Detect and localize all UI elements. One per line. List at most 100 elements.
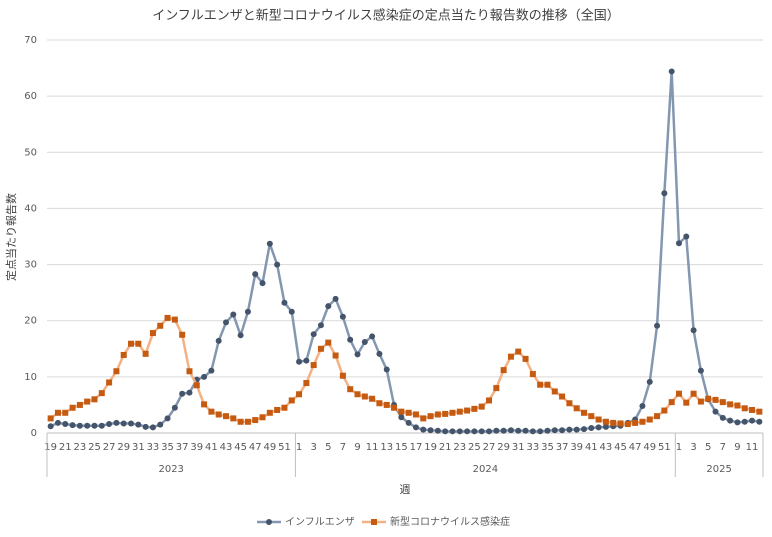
y-tick-label: 30	[24, 260, 37, 271]
data-point	[281, 404, 288, 411]
data-point	[69, 422, 76, 429]
data-point	[464, 428, 471, 435]
data-point	[412, 424, 419, 431]
data-point	[486, 428, 493, 435]
year-label: 2025	[706, 464, 731, 475]
data-point	[62, 421, 69, 428]
data-point	[500, 427, 507, 434]
data-point	[559, 393, 566, 400]
legend-marker	[266, 519, 272, 525]
data-point	[442, 428, 449, 435]
data-point	[84, 398, 91, 405]
x-tick-label: 41	[585, 442, 598, 453]
x-tick-label: 49	[643, 442, 656, 453]
data-point	[149, 330, 156, 337]
data-point	[668, 68, 675, 75]
data-point	[675, 240, 682, 247]
data-point	[128, 340, 135, 347]
data-point	[398, 408, 405, 415]
data-point	[164, 314, 171, 321]
data-point	[588, 413, 595, 420]
data-point	[215, 411, 222, 418]
data-point	[84, 422, 91, 429]
data-point	[91, 422, 98, 429]
x-tick-label: 33	[147, 442, 160, 453]
data-point	[274, 406, 281, 413]
x-tick-label: 7	[720, 442, 726, 453]
data-point	[595, 416, 602, 423]
data-point	[749, 406, 756, 413]
series-line	[49, 316, 760, 426]
data-point	[120, 351, 127, 358]
data-point	[478, 428, 485, 435]
x-tick-label: 27	[103, 442, 116, 453]
x-tick-label: 29	[497, 442, 510, 453]
data-point	[478, 403, 485, 410]
data-point	[208, 367, 215, 374]
x-tick-label: 43	[220, 442, 233, 453]
data-point	[610, 419, 617, 426]
data-point	[347, 336, 354, 343]
data-point	[719, 399, 726, 406]
data-point	[632, 419, 639, 426]
data-point	[91, 396, 98, 403]
x-tick-label: 31	[132, 442, 145, 453]
data-point	[507, 353, 514, 360]
data-point	[369, 395, 376, 402]
data-point	[646, 378, 653, 385]
data-point	[500, 367, 507, 374]
data-point	[361, 393, 368, 400]
data-point	[310, 331, 317, 338]
x-tick-label: 19	[44, 442, 57, 453]
data-point	[515, 348, 522, 355]
data-point	[639, 418, 646, 425]
x-tick-label: 47	[629, 442, 642, 453]
data-point	[237, 418, 244, 425]
data-point	[581, 426, 587, 433]
data-point	[727, 401, 734, 408]
data-point	[493, 385, 500, 392]
x-tick-label: 25	[468, 442, 481, 453]
data-point	[412, 411, 419, 418]
data-point	[456, 408, 463, 415]
y-tick-label: 0	[31, 428, 37, 439]
data-point	[76, 401, 83, 408]
data-point	[581, 409, 587, 416]
x-tick-label: 13	[380, 442, 393, 453]
x-tick-label: 3	[310, 442, 316, 453]
x-tick-label: 11	[366, 442, 379, 453]
data-point	[449, 428, 456, 435]
y-tick-label: 20	[24, 316, 37, 327]
x-tick-label: 35	[541, 442, 554, 453]
legend-marker	[371, 519, 377, 525]
data-point	[690, 390, 697, 397]
data-point	[354, 391, 361, 398]
data-point	[398, 414, 405, 421]
chart-title: インフルエンザと新型コロナウイルス感染症の定点当たり報告数の推移（全国）	[152, 8, 620, 24]
data-point	[171, 316, 178, 323]
data-point	[712, 396, 719, 403]
y-axis-title: 定点当たり報告数	[4, 193, 18, 281]
data-point	[179, 331, 186, 338]
legend-label: インフルエンザ	[285, 516, 355, 528]
data-point	[325, 339, 332, 346]
data-point	[646, 416, 653, 423]
y-tick-label: 70	[24, 35, 37, 46]
data-point	[69, 404, 76, 411]
x-tick-label: 37	[556, 442, 569, 453]
data-point	[76, 422, 83, 429]
data-point	[149, 424, 156, 431]
data-point	[471, 405, 478, 412]
data-point	[106, 421, 113, 428]
data-point	[120, 420, 127, 427]
data-point	[544, 381, 551, 388]
data-point	[339, 313, 346, 320]
data-point	[427, 427, 434, 434]
data-point	[675, 390, 682, 397]
data-point	[507, 427, 514, 434]
data-point	[303, 357, 310, 364]
data-point	[201, 401, 208, 408]
y-tick-label: 60	[24, 91, 37, 102]
data-point	[434, 411, 441, 418]
data-point	[179, 390, 186, 397]
